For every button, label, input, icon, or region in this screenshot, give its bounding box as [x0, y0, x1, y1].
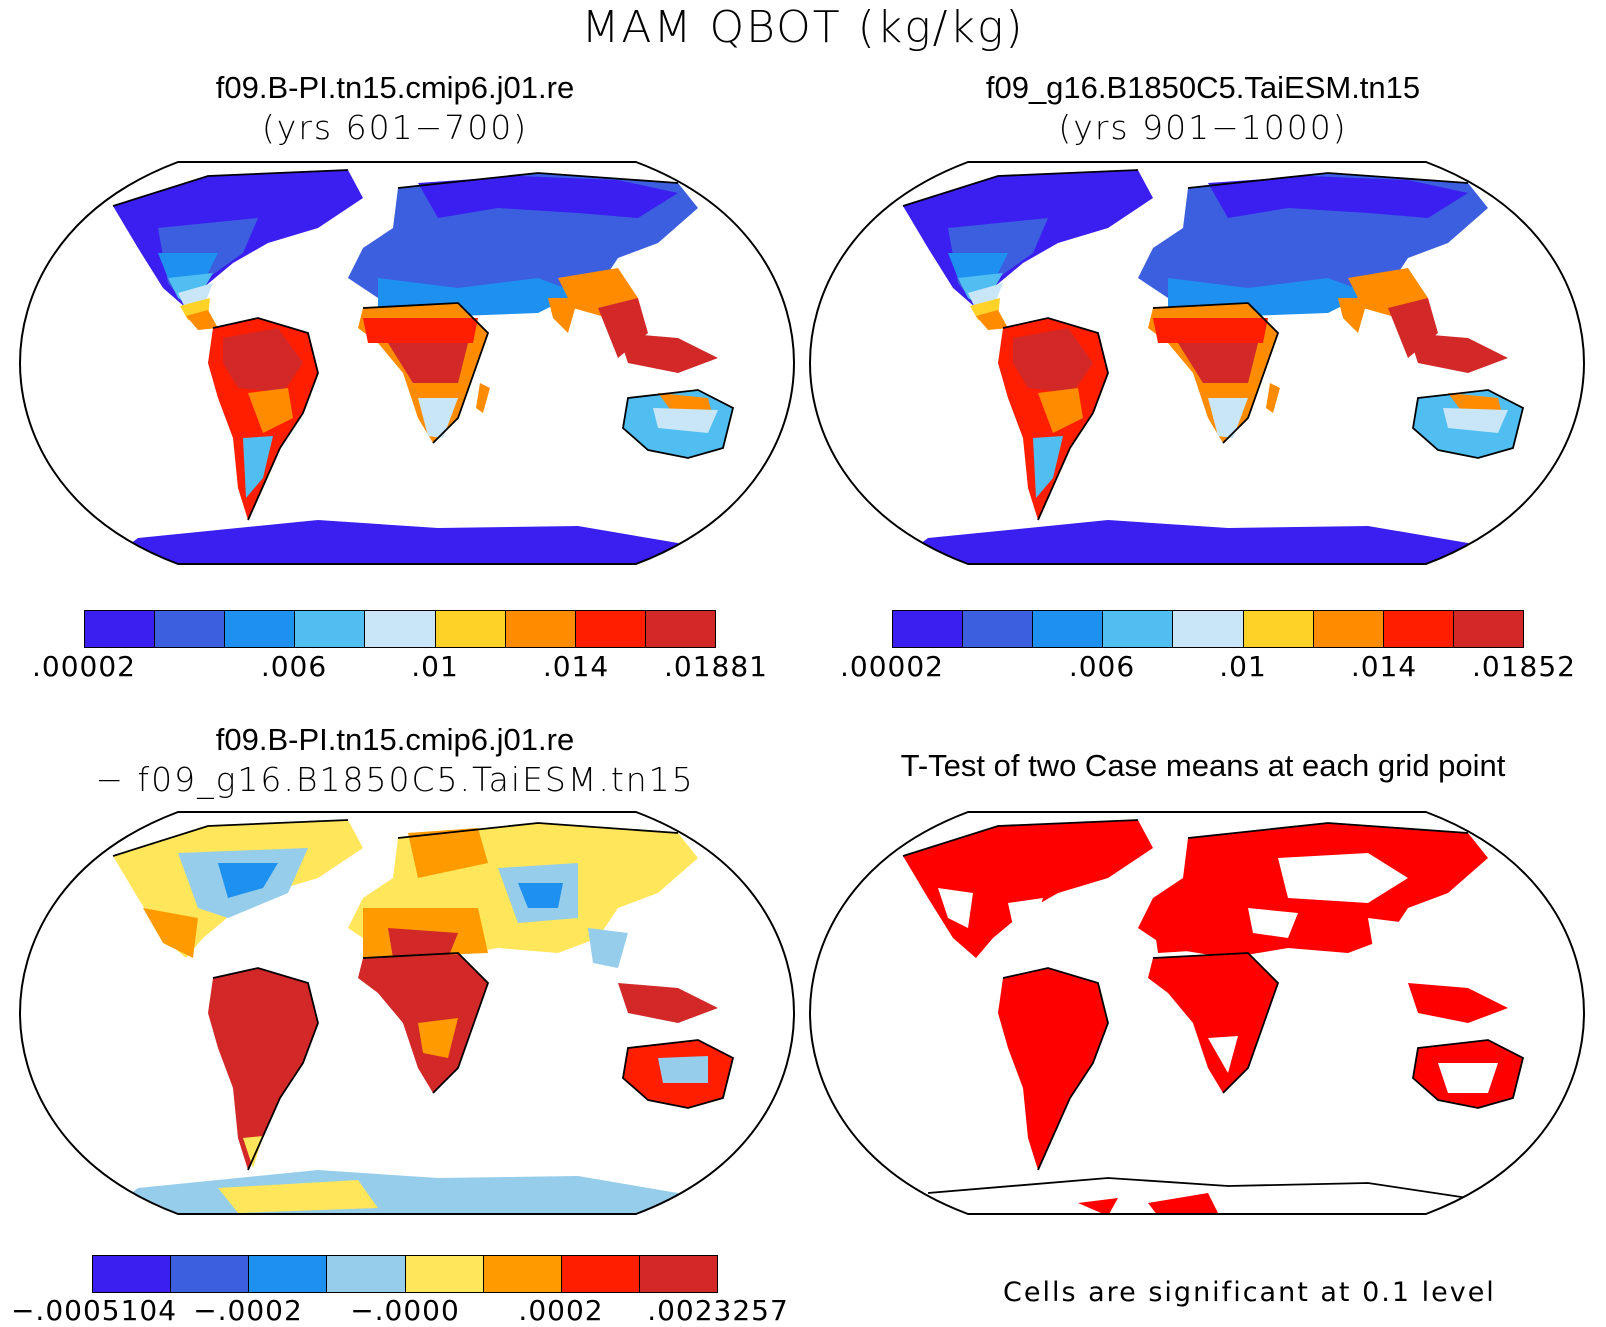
colorbar-swatch — [639, 1256, 717, 1292]
colorbar-swatch — [1383, 611, 1454, 647]
colorbar-swatch — [249, 1256, 328, 1292]
colorbar1-label: .014 — [542, 650, 610, 683]
panel1-years: (yrs 601−700) — [261, 108, 529, 147]
colorbar-swatch — [1243, 611, 1314, 647]
map-panel-difference — [18, 811, 796, 1215]
colorbar3-label: .0002 — [518, 1294, 604, 1327]
colorbar-swatch — [1103, 611, 1174, 647]
colorbar-swatch — [561, 1256, 640, 1292]
panel2-title: f09_g16.B1850C5.TaiESM.tn15 (yrs 901−100… — [808, 70, 1598, 147]
colorbar-swatch — [483, 1256, 562, 1292]
colorbar-swatch — [505, 611, 576, 647]
colorbar-swatch — [295, 611, 366, 647]
colorbar-swatch — [1313, 611, 1384, 647]
panel3-title: f09.B-PI.tn15.cmip6.j01.re − f09_g16.B18… — [0, 722, 790, 799]
colorbar1-label: .006 — [260, 650, 328, 683]
panel3-minus-case: − f09_g16.B1850C5.TaiESM.tn15 — [95, 760, 695, 799]
colorbar3-label-min: −.0005104 — [10, 1294, 178, 1327]
colorbar2-label: .014 — [1350, 650, 1418, 683]
colorbar3-label: −.0002 — [193, 1294, 303, 1327]
colorbar3-label: −.0000 — [350, 1294, 460, 1327]
map-panel-ttest — [808, 811, 1586, 1215]
colorbar-swatch — [435, 611, 506, 647]
colorbar-swatch — [85, 611, 156, 647]
figure-title: MAM QBOT (kg/kg) — [581, 2, 1025, 53]
colorbar-swatch — [365, 611, 436, 647]
colorbar1-label-min: .00002 — [32, 650, 136, 683]
map-panel-case1 — [18, 161, 796, 565]
colorbar-swatch — [575, 611, 646, 647]
colorbar-swatch — [963, 611, 1034, 647]
panel4-title: T-Test of two Case means at each grid po… — [808, 748, 1598, 784]
panel4-ttest-title: T-Test of two Case means at each grid po… — [900, 748, 1506, 783]
colorbar-swatch — [327, 1256, 406, 1292]
colorbar-case1 — [84, 610, 716, 648]
colorbar3-label-max: .0023257 — [647, 1294, 789, 1327]
panel1-case-name: f09.B-PI.tn15.cmip6.j01.re — [215, 70, 575, 105]
panel3-case-name: f09.B-PI.tn15.cmip6.j01.re — [215, 722, 575, 757]
colorbar1-label: .01 — [411, 650, 459, 683]
colorbar-case2 — [892, 610, 1524, 648]
colorbar1-label-max: .01881 — [664, 650, 768, 683]
colorbar-swatch — [405, 1256, 484, 1292]
map-panel-case2 — [808, 161, 1586, 565]
colorbar-swatch — [93, 1256, 172, 1292]
panel1-title: f09.B-PI.tn15.cmip6.j01.re (yrs 601−700) — [0, 70, 790, 147]
panel2-years: (yrs 901−1000) — [1058, 108, 1348, 147]
colorbar2-label-max: .01852 — [1472, 650, 1576, 683]
colorbar-swatch — [893, 611, 964, 647]
colorbar2-label: .01 — [1219, 650, 1267, 683]
colorbar-swatch — [1453, 611, 1523, 647]
colorbar-swatch — [1033, 611, 1104, 647]
panel2-case-name: f09_g16.B1850C5.TaiESM.tn15 — [985, 70, 1421, 105]
colorbar-swatch — [171, 1256, 250, 1292]
colorbar2-label: .006 — [1068, 650, 1136, 683]
colorbar-swatch — [155, 611, 226, 647]
colorbar-swatch — [645, 611, 715, 647]
ttest-significance-note: Cells are significant at 0.1 level — [1003, 1277, 1496, 1308]
colorbar-swatch — [225, 611, 296, 647]
colorbar-swatch — [1173, 611, 1244, 647]
colorbar2-label-min: .00002 — [840, 650, 944, 683]
colorbar-difference — [92, 1255, 718, 1293]
